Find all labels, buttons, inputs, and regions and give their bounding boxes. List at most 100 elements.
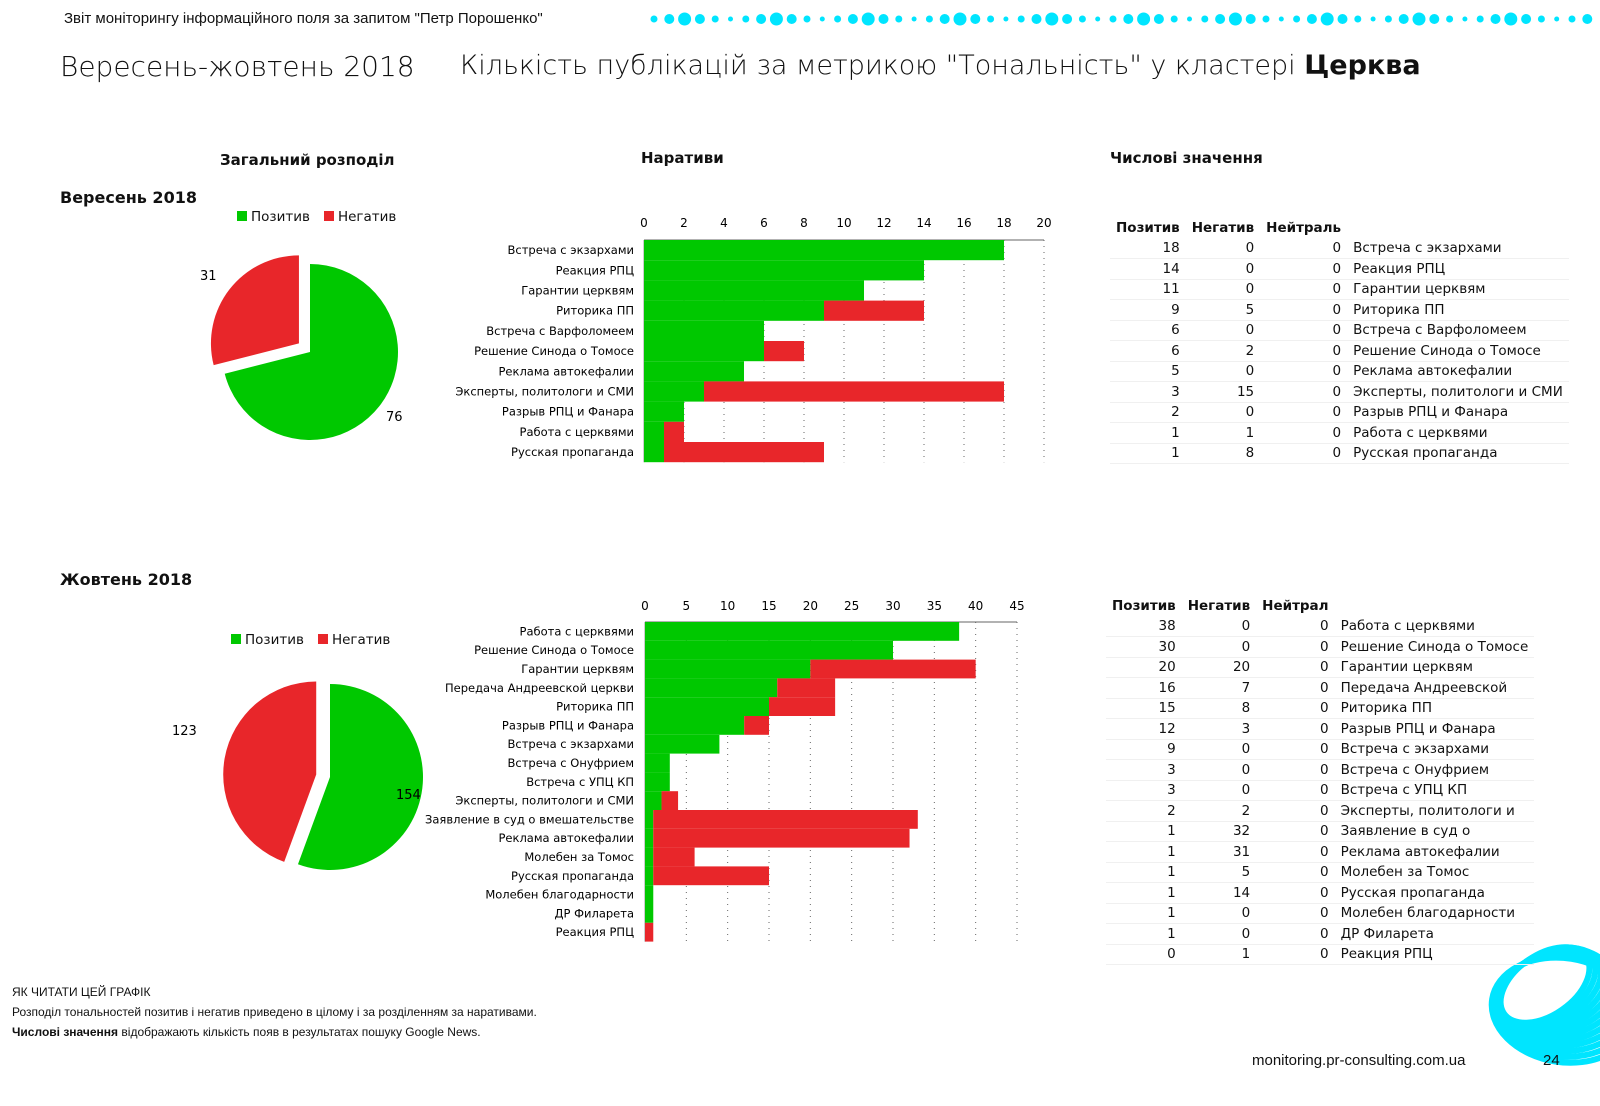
pie-legend-october: Позитив Негатив [231, 632, 390, 648]
decorative-dot [803, 15, 811, 23]
neutral-cell: 0 [1256, 616, 1335, 637]
pie-label-negative: 31 [200, 269, 217, 284]
positive-cell: 12 [1106, 718, 1182, 740]
category-label: Эксперты, политологи и СМИ [455, 794, 634, 808]
category-label: Встреча с экзархами [508, 737, 634, 751]
x-tick-label: 8 [800, 216, 808, 230]
category-label: Гарантии церквям [521, 662, 634, 676]
neutral-cell: 0 [1260, 258, 1348, 280]
decorative-dot [1095, 16, 1101, 22]
decorative-dot [1554, 16, 1560, 22]
pie-slice-negative [223, 681, 317, 862]
bar-positive [645, 866, 654, 886]
decorative-dot [1215, 14, 1226, 24]
decorative-dot [1521, 14, 1532, 24]
positive-cell: 9 [1106, 739, 1182, 760]
overall-heading: Загальний розподіл [220, 151, 395, 169]
table-row: 2 2 0 Эксперты, политологи и [1106, 800, 1535, 822]
column-header [1347, 218, 1569, 238]
neutral-cell: 0 [1256, 739, 1335, 760]
negative-cell: 3 [1181, 718, 1257, 740]
decorative-dot [861, 12, 875, 26]
legend-positive: Позитив [237, 209, 310, 225]
category-label: Встреча с Онуфрием [508, 756, 635, 770]
bar-negative [664, 421, 684, 442]
category-label: Реклама автокефалии [499, 364, 635, 378]
neutral-cell: 0 [1256, 923, 1335, 945]
table-row: 15 8 0 Риторика ПП [1106, 698, 1535, 719]
neutral-cell: 0 [1256, 903, 1335, 924]
bar-positive [645, 753, 670, 773]
neutral-cell: 0 [1256, 841, 1335, 863]
negative-cell: 0 [1185, 238, 1261, 259]
cluster-name: Церква [1304, 50, 1421, 81]
table-row: 18 0 0 Встреча с экзархами [1110, 238, 1569, 259]
narrative-cell: Реакция РПЦ [1347, 258, 1569, 280]
narrative-cell: Эксперты, политологи и [1334, 800, 1535, 822]
table-row: 3 0 0 Встреча с УПЦ КП [1106, 780, 1535, 801]
decorative-dot [1476, 15, 1484, 23]
bar-positive [645, 716, 745, 735]
decorative-dot [1278, 16, 1284, 22]
negative-cell: 0 [1181, 636, 1257, 658]
footnote-line2: Числові значення відображають кількість … [12, 1025, 481, 1039]
negative-cell: 5 [1185, 299, 1261, 321]
bar-positive [644, 421, 664, 442]
decorative-dot [939, 14, 950, 24]
decorative-dot [1490, 14, 1501, 24]
decorative-dots [650, 12, 1593, 26]
table-header-row: Позитив Негатив Нейтрал [1106, 596, 1534, 616]
table-row: 14 0 0 Реакция РПЦ [1110, 258, 1569, 280]
table-row: 38 0 0 Работа с церквями [1106, 616, 1535, 637]
negative-cell: 1 [1181, 944, 1257, 965]
narrative-cell: Передача Андреевской [1334, 677, 1535, 699]
neutral-cell: 0 [1260, 238, 1348, 259]
negative-cell: 0 [1181, 759, 1257, 781]
site-url[interactable]: monitoring.pr-consulting.com.ua [1252, 1052, 1466, 1069]
negative-cell: 0 [1185, 361, 1261, 382]
table-row: 3 15 0 Эксперты, политологи и СМИ [1110, 381, 1569, 403]
narrative-cell: Риторика ПП [1347, 299, 1569, 321]
table-row: 1 14 0 Русская пропаганда [1106, 882, 1535, 904]
decorative-dot [1062, 14, 1073, 24]
category-label: Русская пропаганда [511, 869, 634, 883]
period-title: Вересень-жовтень 2018 [60, 50, 415, 83]
legend-negative: Негатив [323, 209, 396, 225]
x-tick-label: 25 [844, 599, 859, 613]
neutral-cell: 0 [1260, 320, 1348, 341]
negative-cell: 14 [1181, 882, 1257, 904]
negative-cell: 0 [1181, 739, 1257, 760]
table-row: 16 7 0 Передача Андреевской [1106, 677, 1535, 699]
positive-cell: 1 [1106, 841, 1182, 863]
legend-negative: Негатив [317, 632, 390, 648]
category-label: Разрыв РПЦ и Фанара [502, 718, 634, 732]
numeric-heading: Числові значення [1110, 149, 1263, 167]
neutral-cell: 0 [1256, 698, 1335, 719]
decorative-dot [1293, 15, 1301, 23]
neutral-cell: 0 [1260, 422, 1348, 444]
neutral-cell: 0 [1260, 340, 1348, 362]
category-label: ДР Филарета [555, 906, 634, 920]
decorative-dot [911, 16, 917, 22]
x-tick-label: 10 [720, 599, 735, 613]
decorative-dot [1412, 12, 1426, 26]
x-tick-label: 12 [876, 216, 891, 230]
table-row: 1 0 0 ДР Филарета [1106, 923, 1535, 945]
decorative-dot [1384, 15, 1392, 23]
negative-cell: 8 [1185, 443, 1261, 464]
category-label: Молебен благодарности [485, 888, 634, 902]
decorative-dot [1354, 15, 1362, 23]
decorative-dot [1109, 15, 1117, 23]
positive-cell: 14 [1110, 258, 1186, 280]
x-tick-label: 0 [640, 216, 648, 230]
bar-positive [645, 904, 654, 923]
category-label: Эксперты, политологи и СМИ [455, 385, 634, 399]
category-label: Реклама автокефалии [499, 831, 635, 845]
category-label: Работа с церквями [520, 425, 634, 439]
table-row: 11 0 0 Гарантии церквям [1110, 279, 1569, 300]
table-row: 20 20 0 Гарантии церквям [1106, 657, 1535, 678]
category-label: Реакция РПЦ [556, 925, 634, 939]
numeric-table-october: Позитив Негатив Нейтрал 38 0 0 Работа с церквя… [1106, 596, 1535, 965]
x-tick-label: 20 [1036, 216, 1051, 230]
